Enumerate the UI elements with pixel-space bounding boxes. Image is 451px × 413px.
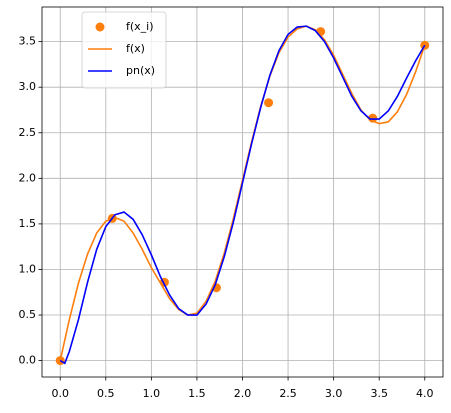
y-tick-label: 3.5 (19, 35, 37, 48)
x-tick-label: 4.0 (416, 387, 434, 400)
x-tick-label: 2.5 (279, 387, 297, 400)
x-tick-label: 0.0 (51, 387, 69, 400)
legend-box (81, 11, 167, 89)
y-tick-label: 3.0 (19, 80, 37, 93)
x-tick-label: 2.0 (234, 387, 252, 400)
x-tick-label: 0.5 (97, 387, 115, 400)
legend-label: pn(x) (126, 64, 155, 77)
axes-frame (41, 6, 444, 378)
y-tick-label: 0.5 (19, 308, 37, 321)
legend-label: f(x_i) (126, 20, 154, 33)
y-tick-label: 1.5 (19, 217, 37, 230)
y-tick-label: 2.0 (19, 171, 37, 184)
y-tick-label: 0.0 (19, 354, 37, 367)
x-tick-label: 1.0 (143, 387, 161, 400)
x-tick-label: 3.0 (325, 387, 343, 400)
x-tick-label: 3.5 (370, 387, 388, 400)
legend-marker (95, 22, 105, 32)
data-point (264, 98, 274, 108)
x-tick-label: 1.5 (188, 387, 206, 400)
y-tick-label: 2.5 (19, 126, 37, 139)
line (59, 25, 426, 365)
legend-label: f(x) (126, 42, 145, 55)
data-point (420, 40, 430, 50)
y-tick-label: 1.0 (19, 262, 37, 275)
